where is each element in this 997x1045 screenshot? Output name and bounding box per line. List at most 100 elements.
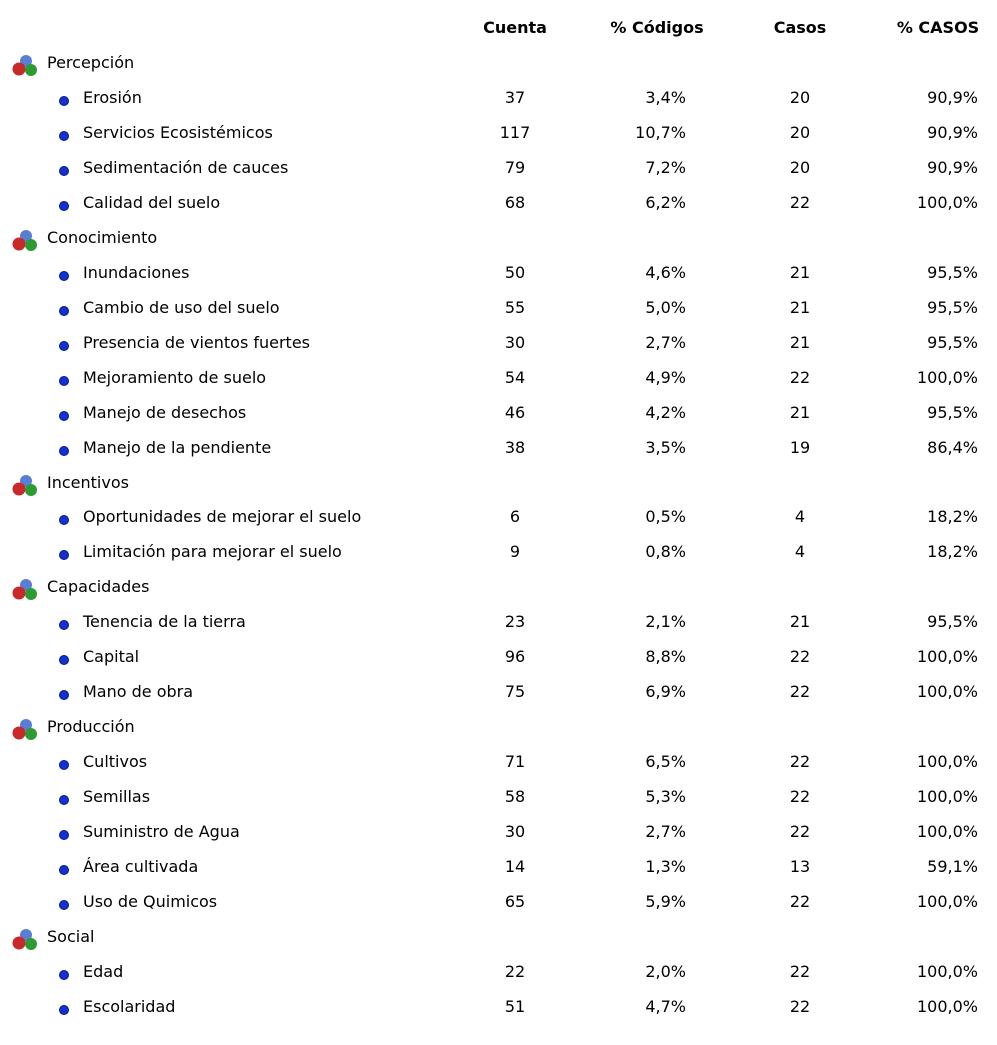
pct-casos: 100,0%	[916, 787, 978, 807]
group-name: Capacidades	[47, 577, 150, 597]
code-bullet-svg	[59, 200, 69, 211]
pct-casos: 100,0%	[916, 647, 978, 667]
code-bullet	[58, 372, 70, 391]
group-icon	[11, 53, 39, 81]
pct-codigos: 5,3%	[645, 787, 686, 807]
group-icon	[11, 717, 39, 745]
pct-codigos: 2,0%	[645, 961, 686, 981]
code-bullet	[58, 966, 70, 985]
pct-codigos: 1,3%	[645, 857, 686, 877]
code-bullet	[58, 896, 70, 915]
casos: 4	[794, 507, 806, 527]
cuenta: 14	[504, 857, 526, 877]
code-bullet-svg	[59, 969, 69, 980]
casos: 22	[789, 787, 811, 807]
group-icon-svg	[12, 719, 37, 741]
pct-casos: 95,5%	[927, 402, 978, 422]
code-bullet	[58, 442, 70, 461]
casos: 22	[789, 367, 811, 387]
cuenta: 79	[504, 157, 526, 177]
casos: 22	[789, 682, 811, 702]
casos: 21	[789, 612, 811, 632]
code-bullet-svg	[59, 620, 69, 631]
code-label: Cambio de uso del suelo	[83, 297, 280, 317]
group-name: Incentivos	[47, 472, 129, 492]
code-bullet-svg	[59, 655, 69, 666]
code-bullet	[58, 546, 70, 565]
pct-codigos: 4,2%	[645, 402, 686, 422]
code-label: Oportunidades de mejorar el suelo	[83, 507, 362, 527]
casos: 22	[789, 822, 811, 842]
group-icon	[11, 473, 39, 501]
pct-codigos: 10,7%	[635, 122, 686, 142]
code-bullet-svg	[59, 795, 69, 806]
pct-casos: 18,2%	[927, 507, 978, 527]
pct-codigos: 6,2%	[645, 192, 686, 212]
cuenta: 65	[504, 892, 526, 912]
code-bullet	[58, 197, 70, 216]
pct-casos: 100,0%	[916, 192, 978, 212]
cuenta: 30	[504, 332, 526, 352]
cuenta: 58	[504, 787, 526, 807]
pct-casos: 100,0%	[916, 892, 978, 912]
pct-casos: 95,5%	[927, 612, 978, 632]
code-label: Cultivos	[83, 752, 148, 772]
code-bullet	[58, 162, 70, 181]
cuenta: 38	[504, 437, 526, 457]
pct-codigos: 3,4%	[645, 87, 686, 107]
code-bullet-svg	[59, 305, 69, 316]
pct-codigos: 2,1%	[645, 612, 686, 632]
code-label: Manejo de desechos	[83, 402, 247, 422]
pct-casos: 100,0%	[916, 682, 978, 702]
group-name: Social	[47, 927, 95, 946]
casos: 20	[789, 122, 811, 142]
code-bullet-svg	[59, 830, 69, 841]
code-bullet	[58, 337, 70, 356]
pct-casos: 86,4%	[927, 437, 978, 457]
group-name: Conocimiento	[47, 227, 158, 247]
column-header: Casos	[773, 18, 827, 37]
cuenta: 96	[504, 647, 526, 667]
code-label: Inundaciones	[83, 262, 190, 282]
cuenta: 71	[504, 752, 526, 772]
pct-casos: 95,5%	[927, 262, 978, 282]
group-name: Percepción	[47, 53, 135, 72]
group-icon-svg	[12, 229, 37, 251]
pct-codigos: 8,8%	[645, 647, 686, 667]
code-label: Tenencia de la tierra	[83, 612, 246, 632]
group-icon	[11, 228, 39, 256]
pct-codigos: 6,9%	[645, 682, 686, 702]
pct-codigos: 4,7%	[645, 996, 686, 1016]
code-bullet	[58, 407, 70, 426]
cuenta: 30	[504, 822, 526, 842]
cuenta: 117	[499, 122, 531, 142]
code-bullet	[58, 1001, 70, 1020]
cuenta: 55	[504, 297, 526, 317]
casos: 22	[789, 961, 811, 981]
code-label: Presencia de vientos fuertes	[83, 332, 311, 352]
code-bullet-svg	[59, 130, 69, 141]
code-label: Uso de Quimicos	[83, 892, 218, 912]
casos: 19	[789, 437, 811, 457]
code-bullet-svg	[59, 410, 69, 421]
group-icon-svg	[12, 55, 37, 76]
cuenta: 37	[504, 87, 526, 107]
casos: 22	[789, 752, 811, 772]
pct-codigos: 0,8%	[645, 542, 686, 562]
casos: 22	[789, 647, 811, 667]
code-label: Calidad del suelo	[83, 192, 221, 212]
code-label: Mano de obra	[83, 682, 194, 702]
pct-codigos: 6,5%	[645, 752, 686, 772]
pct-casos: 100,0%	[916, 961, 978, 981]
code-label: Manejo de la pendiente	[83, 437, 272, 457]
pct-casos: 100,0%	[916, 752, 978, 772]
casos: 21	[789, 297, 811, 317]
code-label: Capital	[83, 647, 140, 667]
code-bullet	[58, 127, 70, 146]
code-bullet	[58, 686, 70, 705]
code-bullet-svg	[59, 165, 69, 176]
pct-casos: 90,9%	[927, 87, 978, 107]
code-bullet	[58, 267, 70, 286]
cuenta: 6	[509, 507, 521, 527]
pct-casos: 59,1%	[927, 857, 978, 877]
